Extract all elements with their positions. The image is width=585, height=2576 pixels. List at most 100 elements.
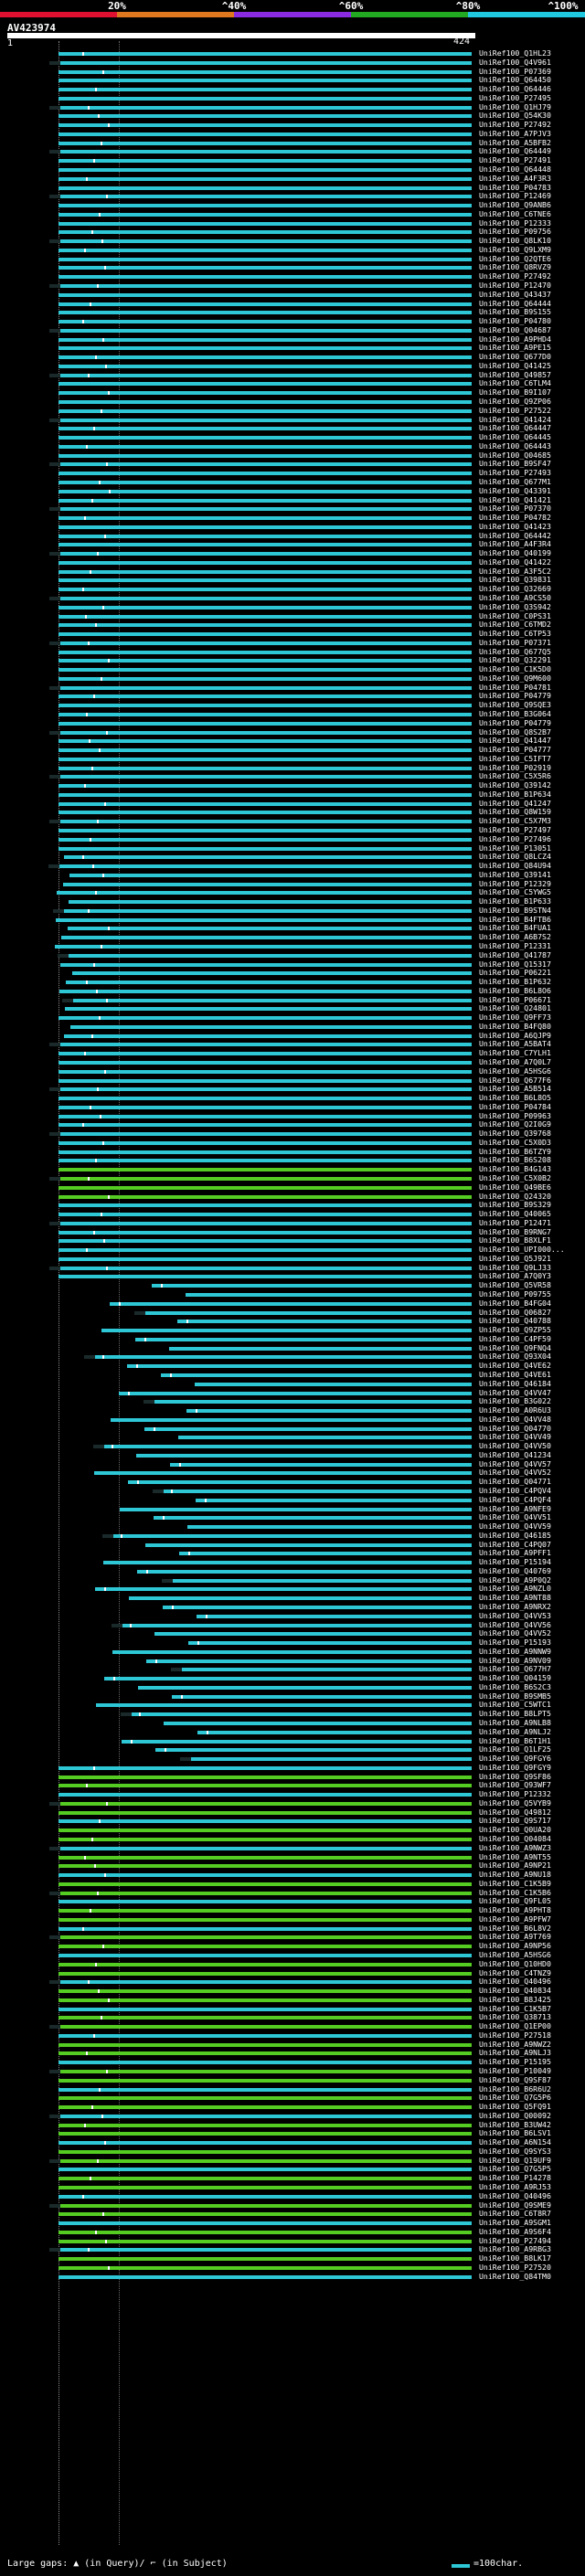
hit-id-link[interactable]: UniRef100_Q8LK10 bbox=[479, 236, 551, 246]
hit-id-link[interactable]: UniRef100_Q4VV47 bbox=[479, 1387, 551, 1397]
hit-id-link[interactable]: UniRef100_Q5VYB9 bbox=[479, 1797, 551, 1807]
hit-id-link[interactable]: UniRef100_Q40788 bbox=[479, 1316, 551, 1326]
hit-id-link[interactable]: UniRef100_A9NNW9 bbox=[479, 1646, 551, 1656]
hit-id-link[interactable]: UniRef100_P27492 bbox=[479, 271, 551, 281]
hit-id-link[interactable]: UniRef100_C7YLH1 bbox=[479, 1048, 551, 1058]
hit-id-link[interactable]: UniRef100_Q4V961 bbox=[479, 57, 551, 67]
hit-id-link[interactable]: UniRef100_P13051 bbox=[479, 843, 551, 853]
hit-id-link[interactable]: UniRef100_Q04771 bbox=[479, 1477, 551, 1487]
hit-id-link[interactable]: UniRef100_A9NT55 bbox=[479, 1851, 551, 1861]
hit-id-link[interactable]: UniRef100_C4PQF4 bbox=[479, 1494, 551, 1504]
hit-id-link[interactable]: UniRef100_P04780 bbox=[479, 316, 551, 326]
hit-id-link[interactable]: UniRef100_Q64443 bbox=[479, 440, 551, 451]
hit-id-link[interactable]: UniRef100_Q4VV51 bbox=[479, 1512, 551, 1522]
hit-id-link[interactable]: UniRef100_Q9FF73 bbox=[479, 1012, 551, 1023]
hit-id-link[interactable]: UniRef100_A6B7S2 bbox=[479, 932, 551, 942]
hit-id-link[interactable]: UniRef100_C1K5B7 bbox=[479, 2003, 551, 2013]
hit-id-link[interactable]: UniRef100_Q0UA20 bbox=[479, 1825, 551, 1835]
hit-id-link[interactable]: UniRef100_A9P0Q2 bbox=[479, 1574, 551, 1585]
hit-id-link[interactable]: UniRef100_A9CS50 bbox=[479, 592, 551, 602]
hit-id-link[interactable]: UniRef100_Q24320 bbox=[479, 1191, 551, 1201]
hit-id-link[interactable]: UniRef100_Q04687 bbox=[479, 324, 551, 334]
hit-id-link[interactable]: UniRef100_Q40065 bbox=[479, 1209, 551, 1219]
hit-id-link[interactable]: UniRef100_Q39142 bbox=[479, 780, 551, 790]
hit-id-link[interactable]: UniRef100_Q9FL05 bbox=[479, 1896, 551, 1906]
hit-id-link[interactable]: UniRef100_Q1EP00 bbox=[479, 2021, 551, 2031]
hit-id-link[interactable]: UniRef100_A3F5C2 bbox=[479, 566, 551, 576]
hit-id-link[interactable]: UniRef100_C5YWG5 bbox=[479, 887, 551, 897]
hit-id-link[interactable]: UniRef100_C4PQ07 bbox=[479, 1539, 551, 1549]
hit-id-link[interactable]: UniRef100_Q4VV56 bbox=[479, 1619, 551, 1629]
hit-id-link[interactable]: UniRef100_Q39141 bbox=[479, 869, 551, 879]
hit-id-link[interactable]: UniRef100_P27518 bbox=[479, 2030, 551, 2040]
hit-id-link[interactable]: UniRef100_Q46185 bbox=[479, 1530, 551, 1540]
hit-id-link[interactable]: UniRef100_Q64450 bbox=[479, 75, 551, 85]
hit-id-link[interactable]: UniRef100_Q9FNQ4 bbox=[479, 1342, 551, 1352]
hit-id-link[interactable]: UniRef100_P27520 bbox=[479, 2262, 551, 2272]
hit-id-link[interactable]: UniRef100_UPI000... bbox=[479, 1245, 565, 1255]
hit-id-link[interactable]: UniRef100_Q4VE62 bbox=[479, 1361, 551, 1371]
hit-id-link[interactable]: UniRef100_A9S6F4 bbox=[479, 2226, 551, 2236]
hit-id-link[interactable]: UniRef100_A9T769 bbox=[479, 1932, 551, 1942]
hit-id-link[interactable]: UniRef100_C6T8R7 bbox=[479, 2209, 551, 2219]
hit-id-link[interactable]: UniRef100_P09963 bbox=[479, 1110, 551, 1120]
hit-id-link[interactable]: UniRef100_P27491 bbox=[479, 155, 551, 165]
hit-id-link[interactable]: UniRef100_A5B514 bbox=[479, 1084, 551, 1094]
hit-id-link[interactable]: UniRef100_A9NT88 bbox=[479, 1593, 551, 1603]
hit-id-link[interactable]: UniRef100_P06671 bbox=[479, 994, 551, 1004]
hit-id-link[interactable]: UniRef100_Q4VV57 bbox=[479, 1458, 551, 1468]
hit-id-link[interactable]: UniRef100_Q32291 bbox=[479, 655, 551, 665]
hit-id-link[interactable]: UniRef100_C6TP53 bbox=[479, 629, 551, 639]
hit-id-link[interactable]: UniRef100_C5IFT7 bbox=[479, 753, 551, 763]
hit-id-link[interactable]: UniRef100_Q4VV52 bbox=[479, 1628, 551, 1638]
hit-id-link[interactable]: UniRef100_Q9S717 bbox=[479, 1816, 551, 1826]
hit-id-link[interactable]: UniRef100_Q677D0 bbox=[479, 352, 551, 362]
hit-id-link[interactable]: UniRef100_Q8W159 bbox=[479, 807, 551, 817]
hit-id-link[interactable]: UniRef100_B8LK17 bbox=[479, 2253, 551, 2263]
hit-id-link[interactable]: UniRef100_Q64447 bbox=[479, 423, 551, 433]
hit-id-link[interactable]: UniRef100_Q04685 bbox=[479, 450, 551, 460]
hit-id-link[interactable]: UniRef100_C1K5D0 bbox=[479, 664, 551, 674]
hit-id-link[interactable]: UniRef100_Q9SME9 bbox=[479, 2200, 551, 2210]
hit-id-link[interactable]: UniRef100_Q4VV53 bbox=[479, 1610, 551, 1620]
hit-id-link[interactable]: UniRef100_B6S2C3 bbox=[479, 1681, 551, 1691]
hit-id-link[interactable]: UniRef100_B9I107 bbox=[479, 387, 551, 398]
hit-id-link[interactable]: UniRef100_C4PF59 bbox=[479, 1333, 551, 1343]
hit-id-link[interactable]: UniRef100_Q9ANB6 bbox=[479, 200, 551, 210]
hit-id-link[interactable]: UniRef100_P12469 bbox=[479, 191, 551, 201]
hit-id-link[interactable]: UniRef100_Q9SF86 bbox=[479, 1771, 551, 1781]
hit-id-link[interactable]: UniRef100_Q4VV59 bbox=[479, 1521, 551, 1532]
hit-id-link[interactable]: UniRef100_P09755 bbox=[479, 1289, 551, 1299]
hit-id-link[interactable]: UniRef100_A9PFF1 bbox=[479, 1548, 551, 1558]
hit-id-link[interactable]: UniRef100_Q40199 bbox=[479, 548, 551, 558]
hit-id-link[interactable]: UniRef100_Q41787 bbox=[479, 949, 551, 959]
hit-id-link[interactable]: UniRef100_Q677M1 bbox=[479, 476, 551, 486]
hit-id-link[interactable]: UniRef100_Q64442 bbox=[479, 530, 551, 540]
hit-id-link[interactable]: UniRef100_A9RBG3 bbox=[479, 2244, 551, 2254]
hit-id-link[interactable]: UniRef100_B4FQ80 bbox=[479, 1021, 551, 1031]
hit-id-link[interactable]: UniRef100_Q9LXM9 bbox=[479, 244, 551, 254]
hit-id-link[interactable]: UniRef100_B6TZY9 bbox=[479, 1146, 551, 1156]
hit-id-link[interactable]: UniRef100_P27495 bbox=[479, 92, 551, 102]
hit-id-link[interactable]: UniRef100_Q3S942 bbox=[479, 601, 551, 611]
hit-id-link[interactable]: UniRef100_Q8S2B7 bbox=[479, 726, 551, 737]
hit-id-link[interactable]: UniRef100_A9NFE9 bbox=[479, 1503, 551, 1513]
hit-id-link[interactable]: UniRef100_B4FTB6 bbox=[479, 914, 551, 924]
hit-id-link[interactable]: UniRef100_Q93X04 bbox=[479, 1352, 551, 1362]
hit-id-link[interactable]: UniRef100_B1P634 bbox=[479, 789, 551, 799]
hit-id-link[interactable]: UniRef100_P12333 bbox=[479, 217, 551, 228]
hit-id-link[interactable]: UniRef100_Q64445 bbox=[479, 432, 551, 442]
hit-id-link[interactable]: UniRef100_Q9FGY9 bbox=[479, 1762, 551, 1772]
hit-id-link[interactable]: UniRef100_A9PHT8 bbox=[479, 1905, 551, 1915]
hit-id-link[interactable]: UniRef100_B6LSV1 bbox=[479, 2128, 551, 2138]
hit-id-link[interactable]: UniRef100_Q04770 bbox=[479, 1423, 551, 1433]
hit-id-link[interactable]: UniRef100_Q9LJ33 bbox=[479, 1262, 551, 1272]
hit-id-link[interactable]: UniRef100_A9NLJ2 bbox=[479, 1726, 551, 1736]
hit-id-link[interactable]: UniRef100_C4PQV4 bbox=[479, 1485, 551, 1495]
hit-id-link[interactable]: UniRef100_Q46184 bbox=[479, 1378, 551, 1388]
hit-id-link[interactable]: UniRef100_C5X0B2 bbox=[479, 1173, 551, 1183]
hit-id-link[interactable]: UniRef100_P27492 bbox=[479, 120, 551, 130]
hit-id-link[interactable]: UniRef100_Q7G5P5 bbox=[479, 2164, 551, 2174]
hit-id-link[interactable]: UniRef100_C6TMD2 bbox=[479, 620, 551, 630]
hit-id-link[interactable]: UniRef100_Q15317 bbox=[479, 959, 551, 969]
